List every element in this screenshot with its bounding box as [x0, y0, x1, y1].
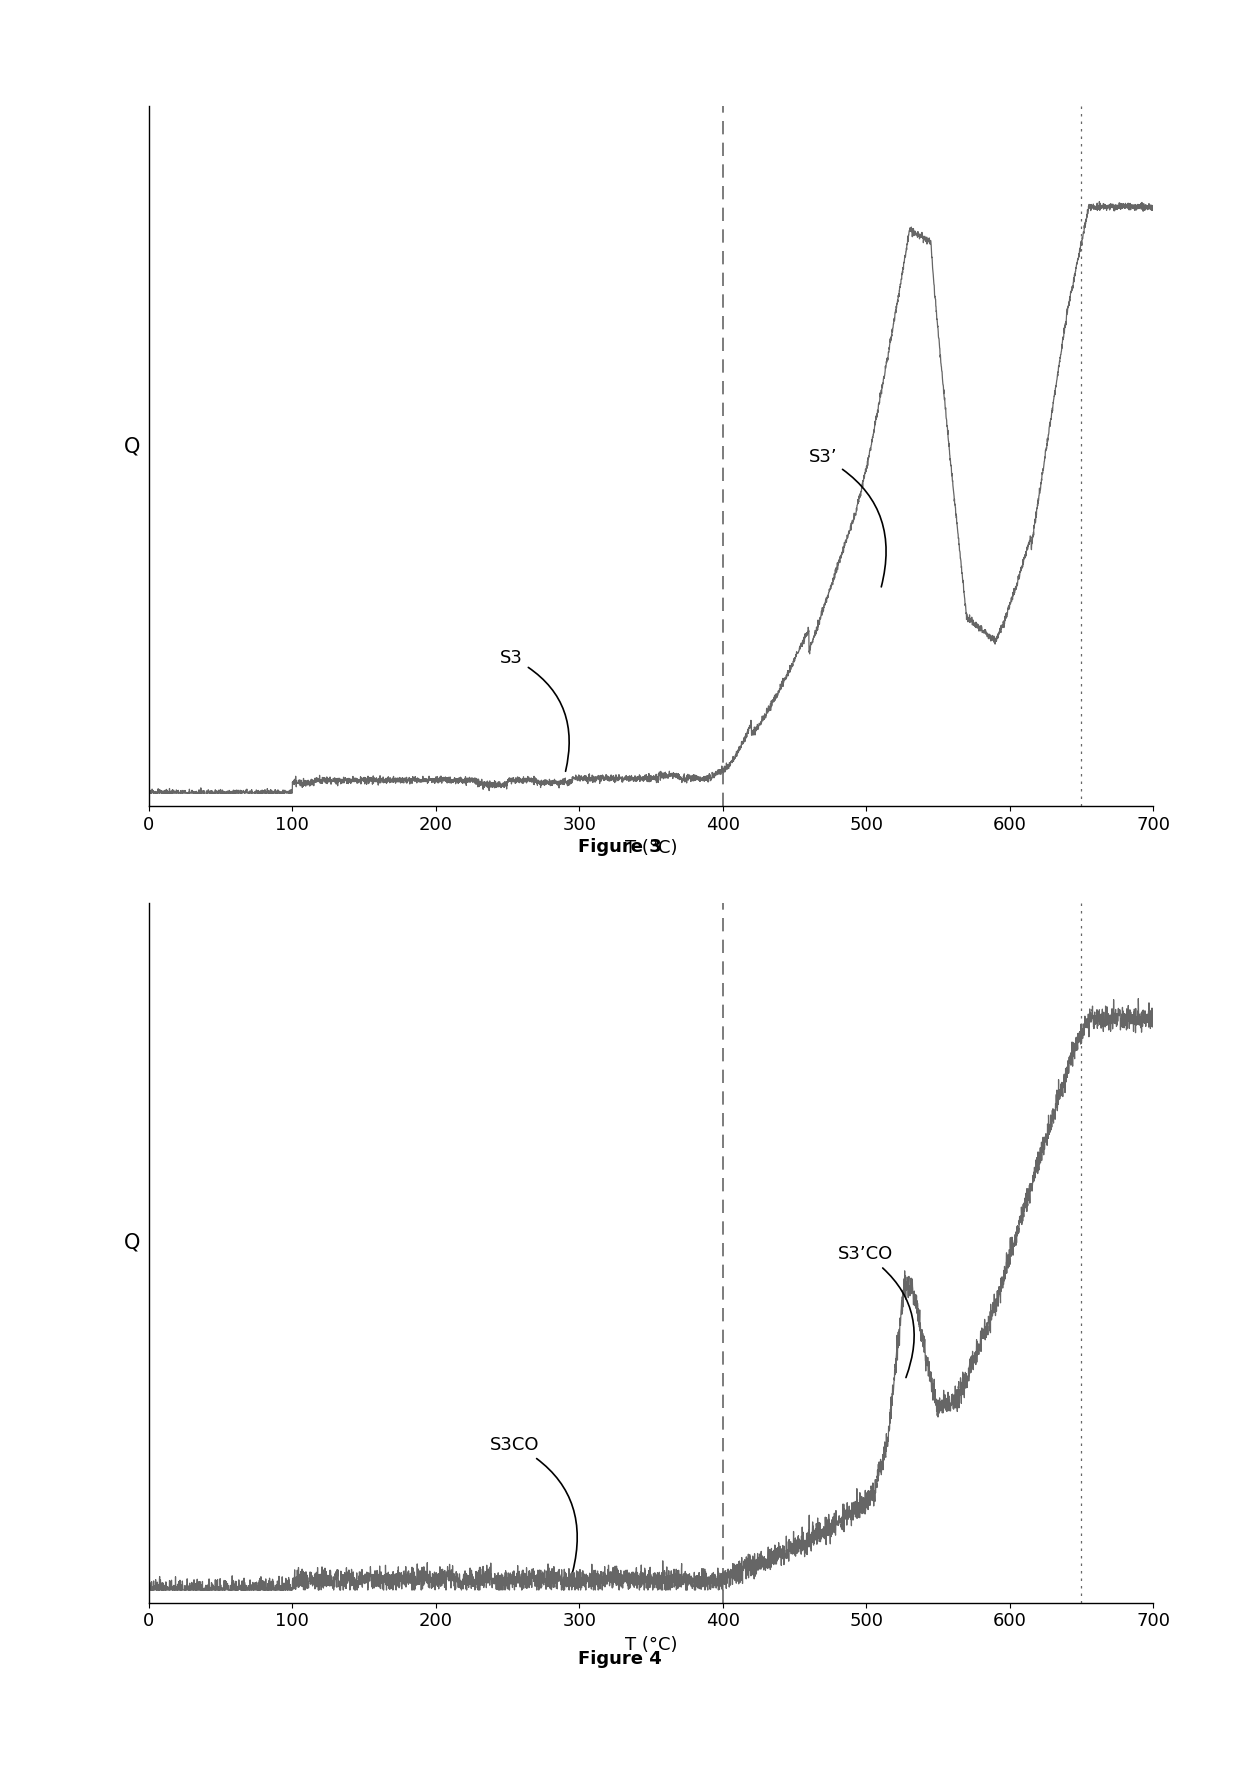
X-axis label: T (°C): T (°C): [625, 1636, 677, 1654]
Text: Figure 4: Figure 4: [578, 1651, 662, 1668]
Text: S3: S3: [501, 648, 569, 772]
X-axis label: T (°C): T (°C): [625, 839, 677, 857]
Text: S3CO: S3CO: [490, 1436, 578, 1571]
Y-axis label: Q: Q: [124, 1233, 140, 1254]
Text: Figure 3: Figure 3: [578, 838, 662, 855]
Y-axis label: Q: Q: [124, 436, 140, 457]
Text: S3’: S3’: [808, 448, 887, 586]
Text: S3’CO: S3’CO: [837, 1245, 914, 1378]
